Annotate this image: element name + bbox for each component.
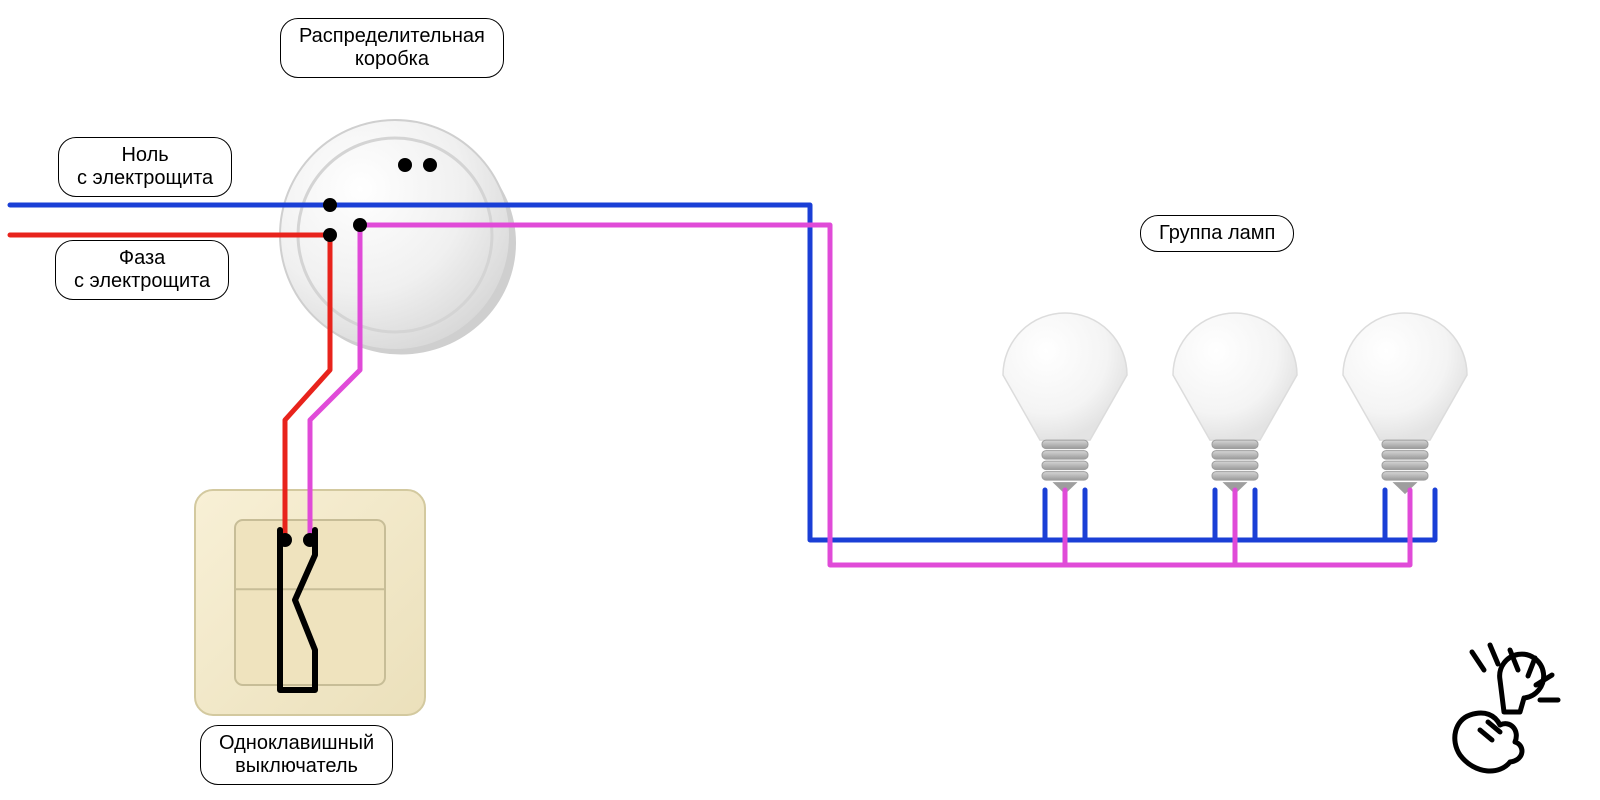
diagram-svg bbox=[0, 0, 1600, 800]
junction-box-icon bbox=[280, 120, 516, 355]
switch-symbol bbox=[280, 530, 315, 690]
junction-dots bbox=[278, 158, 437, 547]
switch-icon bbox=[195, 490, 425, 715]
label-phase: Фаза с электрощита bbox=[55, 240, 229, 300]
wiring-diagram: Распределительная коробка Ноль с электро… bbox=[0, 0, 1600, 800]
label-neutral: Ноль с электрощита bbox=[58, 137, 232, 197]
label-switch: Одноклавишный выключатель bbox=[200, 725, 393, 785]
label-junction-box: Распределительная коробка bbox=[280, 18, 504, 78]
logo-icon bbox=[1455, 645, 1558, 771]
label-lamps: Группа ламп bbox=[1140, 215, 1294, 252]
lamp-group-icon bbox=[1003, 313, 1467, 494]
